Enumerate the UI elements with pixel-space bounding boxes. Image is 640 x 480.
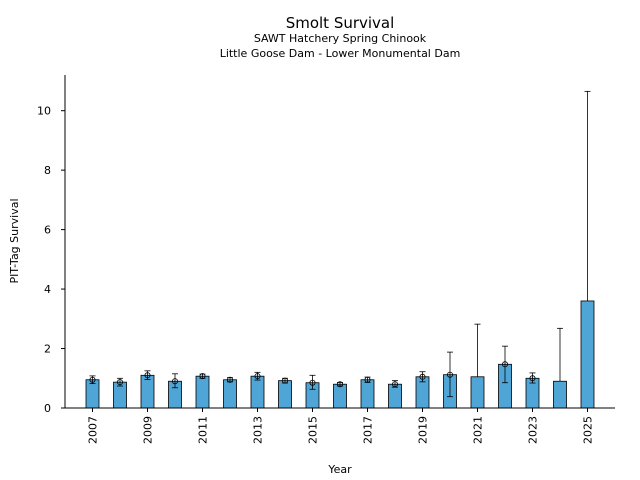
y-tick-label-2: 2 [44, 343, 51, 356]
error-bars-group [89, 90, 591, 398]
point-marker-2010 [171, 378, 178, 385]
point-marker-2022 [501, 361, 508, 368]
bar-2009 [140, 374, 155, 409]
bar-2018 [388, 383, 402, 409]
point-marker-2014 [281, 377, 288, 384]
point-marker-2020 [446, 371, 453, 378]
point-marker-2007 [89, 376, 96, 383]
x-tick-label-2007: 2007 [87, 416, 100, 444]
x-tick-label-2021: 2021 [472, 416, 485, 444]
x-axis-label: Year [327, 463, 352, 476]
x-tick-label-2017: 2017 [362, 416, 375, 444]
y-axis-label: PIT-Tag Survival [8, 198, 21, 283]
y-tick-label-6: 6 [44, 224, 51, 237]
x-ticks-group: 2007 2009 2011 2013 2015 2017 2019 2021 2023 2025 [87, 408, 595, 444]
bar-2024 [553, 380, 567, 409]
point-marker-2008 [117, 379, 124, 386]
point-marker-2019 [419, 373, 426, 380]
point-marker-2016 [336, 381, 343, 388]
bar-2017 [360, 379, 375, 409]
bar-2021 [470, 376, 485, 409]
point-marker-2018 [391, 381, 398, 388]
bars-group [85, 300, 595, 409]
y-tick-label-10: 10 [37, 105, 51, 118]
x-tick-label-2023: 2023 [527, 416, 540, 444]
y-tick-label-4: 4 [44, 283, 51, 296]
bar-2013 [250, 375, 265, 409]
x-tick-label-2015: 2015 [307, 416, 320, 444]
chart-subtitle-2: Little Goose Dam - Lower Monumental Dam [220, 47, 461, 60]
point-marker-2011 [199, 373, 206, 380]
bar-2012 [223, 379, 237, 409]
y-tick-label-0: 0 [44, 402, 51, 415]
y-ticks-group: 0 2 4 6 8 10 [37, 105, 65, 415]
point-marker-2009 [144, 372, 151, 379]
bar-2025 [580, 300, 595, 409]
point-marker-2023 [529, 375, 536, 382]
bar-2011 [195, 375, 210, 409]
point-marker-2015 [309, 379, 316, 386]
point-marker-2017 [364, 376, 371, 383]
point-marker-2013 [254, 373, 261, 380]
bar-2016 [333, 383, 347, 409]
chart-subtitle-1: SAWT Hatchery Spring Chinook [254, 32, 427, 45]
point-marker-2012 [226, 376, 233, 383]
x-tick-label-2025: 2025 [582, 416, 595, 444]
x-tick-label-2009: 2009 [142, 416, 155, 444]
x-tick-label-2013: 2013 [252, 416, 265, 444]
x-tick-label-2019: 2019 [417, 416, 430, 444]
chart-title: Smolt Survival [286, 14, 395, 32]
bar-2014 [278, 380, 292, 409]
y-tick-label-8: 8 [44, 164, 51, 177]
x-tick-label-2011: 2011 [197, 416, 210, 444]
